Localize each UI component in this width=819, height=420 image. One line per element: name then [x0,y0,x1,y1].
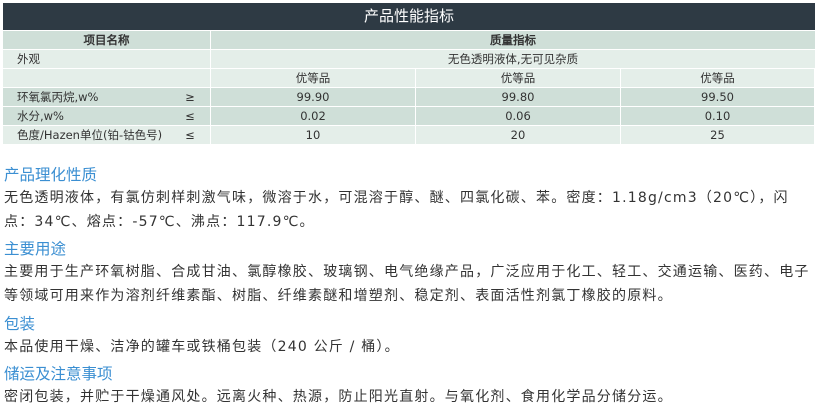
section-packaging: 包装 本品使用干燥、洁净的罐车或铁桶包装（240 公斤 / 桶）。 [4,313,813,359]
table-row: 环氧氯丙烷,w% ≥ 99.90 99.80 99.50 [3,88,815,106]
section-heading: 产品理化性质 [4,166,98,184]
row-label [3,69,210,87]
cell-value: 99.80 [416,88,620,106]
section-body: 主要用于生产环氧树脂、合成甘油、氯醇橡胶、玻璃钢、电气绝缘产品，广泛应用于化工、… [4,264,810,304]
cell-value: 20 [416,126,620,144]
section-body: 密闭包装，并贮于干燥通风处。远离火种、热源，防止阳光直射。与氧化剂、食用化学品分… [4,389,673,405]
table-row: 水分,w% ≤ 0.02 0.06 0.10 [3,107,815,125]
grade-label: 优等品 [621,69,814,87]
operator: ≤ [185,128,195,142]
table-row: 色度/Hazen单位(铂-钴色号) ≤ 10 20 25 [3,126,815,144]
product-spec-table: 产品性能指标 项目名称 质量指标 外观 无色透明液体,无可见杂质 优等品 优等品… [3,3,815,144]
section-uses: 主要用途 主要用于生产环氧树脂、合成甘油、氯醇橡胶、玻璃钢、电气绝缘产品，广泛应… [4,238,813,308]
section-heading: 储运及注意事项 [4,365,113,383]
operator: ≤ [185,109,195,123]
cell-value: 0.02 [211,107,415,125]
section-body: 无色透明液体，有氯仿刺样刺激气味，微溶于水，可混溶于醇、醚、四氯化碳、苯。密度：… [4,190,789,230]
section-heading: 主要用途 [4,240,67,258]
cell-value: 0.10 [621,107,814,125]
header-item: 项目名称 [3,31,210,49]
label-text: 外观 [17,52,40,66]
cell-value: 0.06 [416,107,620,125]
cell-value: 99.90 [211,88,415,106]
row-label: 外观 [3,50,210,68]
label-text: 环氧氯丙烷,w% [17,90,99,104]
row-label: 水分,w% ≤ [3,107,210,125]
section-properties: 产品理化性质 无色透明液体，有氯仿刺样刺激气味，微溶于水，可混溶于醇、醚、四氯化… [4,164,813,234]
label-text: 色度/Hazen单位(铂-钴色号) [17,128,163,142]
table-title: 产品性能指标 [3,3,815,30]
table-row: 外观 无色透明液体,无可见杂质 [3,50,815,68]
grade-label: 优等品 [211,69,415,87]
grade-label: 优等品 [416,69,620,87]
grade-row: 优等品 优等品 优等品 [3,69,815,87]
section-heading: 包装 [4,315,36,333]
section-body: 本品使用干燥、洁净的罐车或铁桶包装（240 公斤 / 桶）。 [4,339,400,355]
label-text: 水分,w% [17,109,64,123]
operator: ≥ [185,90,195,104]
row-label: 色度/Hazen单位(铂-钴色号) ≤ [3,126,210,144]
cell-value: 99.50 [621,88,814,106]
cell-value: 10 [211,126,415,144]
appearance-value: 无色透明液体,无可见杂质 [211,50,815,68]
cell-value: 25 [621,126,814,144]
section-storage: 储运及注意事项 密闭包装，并贮于干燥通风处。远离火种、热源，防止阳光直射。与氧化… [4,363,813,409]
header-quality: 质量指标 [211,31,815,49]
table-header-row: 项目名称 质量指标 [3,31,815,49]
row-label: 环氧氯丙烷,w% ≥ [3,88,210,106]
